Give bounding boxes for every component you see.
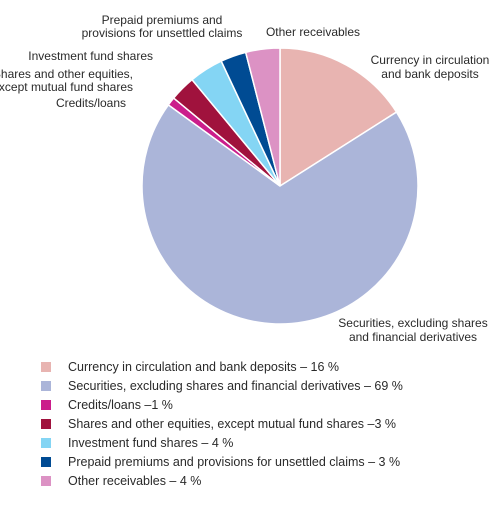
legend-swatch [41, 399, 51, 410]
legend-item-currency: Currency in circulation and bank deposit… [41, 357, 403, 376]
pie-slices [141, 47, 419, 325]
legend-swatch [41, 361, 51, 372]
legend-label: Other receivables – 4 % [68, 473, 202, 488]
pie-slice-securities [141, 103, 419, 325]
slice-label-currency: Currency in circulation and bank deposits [371, 53, 490, 81]
slice-label-investment: Investment fund shares [28, 49, 153, 63]
pie-slice-currency [279, 47, 398, 188]
pie-slice-other [244, 47, 281, 187]
legend-item-securities: Securities, excluding shares and financi… [41, 376, 403, 395]
legend-item-other: Other receivables – 4 % [41, 471, 403, 490]
legend-item-prepaid: Prepaid premiums and provisions for unse… [41, 452, 403, 471]
legend-swatch [41, 456, 51, 467]
slice-label-other: Other receivables [266, 25, 360, 39]
legend-label: Credits/loans –1 % [68, 397, 173, 412]
legend-swatch [41, 437, 51, 448]
legend-item-investment: Investment fund shares – 4 % [41, 433, 403, 452]
legend-label: Investment fund shares – 4 % [68, 435, 234, 450]
slice-label-securities: Securities, excluding shares and financia… [338, 316, 487, 344]
legend-label: Shares and other equities, except mutual… [68, 416, 396, 431]
legend-swatch [41, 418, 51, 429]
slice-labels: Currency in circulation and bank deposits… [0, 13, 489, 344]
legend-swatch [41, 380, 51, 391]
slice-label-credits: Credits/loans [56, 96, 126, 110]
legend-item-shares: Shares and other equities, except mutual… [41, 414, 403, 433]
pie-chart: Currency in circulation and bank deposits… [0, 13, 489, 344]
legend-swatch [41, 475, 51, 486]
chart-legend: Currency in circulation and bank deposit… [41, 357, 403, 490]
legend-item-credits: Credits/loans –1 % [41, 395, 403, 414]
legend-label: Securities, excluding shares and financi… [68, 378, 403, 393]
legend-label: Currency in circulation and bank deposit… [68, 359, 339, 374]
slice-label-prepaid: Prepaid premiums and provisions for unset… [82, 13, 243, 40]
legend-label: Prepaid premiums and provisions for unse… [68, 454, 401, 469]
slice-label-shares: Shares and other equities, except mutual … [0, 67, 133, 94]
